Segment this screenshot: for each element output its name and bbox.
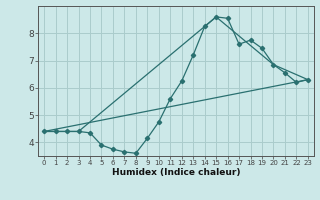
X-axis label: Humidex (Indice chaleur): Humidex (Indice chaleur) — [112, 168, 240, 177]
